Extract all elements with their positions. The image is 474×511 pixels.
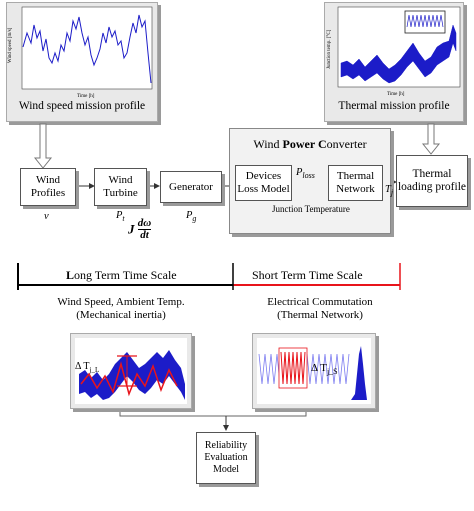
symbol-tj: Tj	[385, 184, 394, 198]
lower-left-caption-1: Wind Speed, Ambient Temp.	[57, 296, 185, 308]
wind-speed-plot: Wind speed [m/s] Time [h]	[8, 6, 153, 99]
hollow-arrow-right	[421, 123, 441, 155]
thermal-loading-profile-block: Thermal loading profile	[396, 155, 468, 207]
long-term-plot-panel: Δ Tj_L	[70, 333, 192, 409]
delta-tj-long-label: Δ Tj_L	[75, 361, 100, 374]
junction-temperature-label: Junction Temperature	[272, 204, 350, 214]
converter-title: Wind Power Converter	[253, 137, 367, 151]
thermal-profile-caption: Thermal mission profile	[338, 100, 450, 112]
short-term-plot	[257, 338, 371, 404]
symbol-pg: Pg	[186, 210, 197, 224]
lower-right-caption-1: Electrical Commutation	[267, 296, 373, 308]
symbol-pt: Pt	[116, 210, 125, 224]
svg-text:Wind speed [m/s]: Wind speed [m/s]	[8, 27, 13, 63]
wind-profiles-block: Wind Profiles	[20, 168, 76, 206]
short-term-label: Short Term Time Scale	[252, 268, 363, 282]
lower-left-caption-2: (Mechanical inertia)	[76, 309, 166, 321]
wind-turbine-block: Wind Turbine	[94, 168, 147, 206]
svg-text:Junction temp. [°C]: Junction temp. [°C]	[327, 29, 332, 69]
merge-line	[119, 406, 307, 417]
wind-speed-profile-caption: Wind speed mission profile	[18, 100, 146, 112]
devices-loss-model-block: Devices Loss Model	[235, 165, 292, 201]
generator-block: Generator	[160, 171, 222, 203]
thermal-profile-panel: Junction temp. [°C] Time [h] Thermal mis…	[324, 2, 464, 122]
short-term-plot-panel: Δ Tj_S	[252, 333, 376, 409]
symbol-inertia: J dω dt	[128, 217, 152, 241]
wind-speed-profile-panel: Wind speed [m/s] Time [h] Wind speed mis…	[6, 2, 158, 122]
long-term-plot	[75, 338, 187, 404]
symbol-ploss: Ploss	[296, 167, 315, 181]
svg-text:Time [h]: Time [h]	[387, 92, 405, 97]
thermal-network-block: Thermal Network	[328, 165, 383, 201]
lower-right-caption-2: (Thermal Network)	[277, 309, 363, 321]
delta-tj-short-label: Δ Tj_S	[311, 362, 338, 377]
reliability-evaluation-model-block: Reliability Evaluation Model	[196, 432, 256, 484]
svg-text:Time [h]: Time [h]	[77, 94, 95, 99]
symbol-v: v	[44, 211, 49, 222]
long-term-label: Long Term Time Scale	[66, 268, 177, 282]
hollow-arrow-left	[33, 123, 53, 169]
thermal-plot: Junction temp. [°C] Time [h]	[327, 6, 461, 97]
